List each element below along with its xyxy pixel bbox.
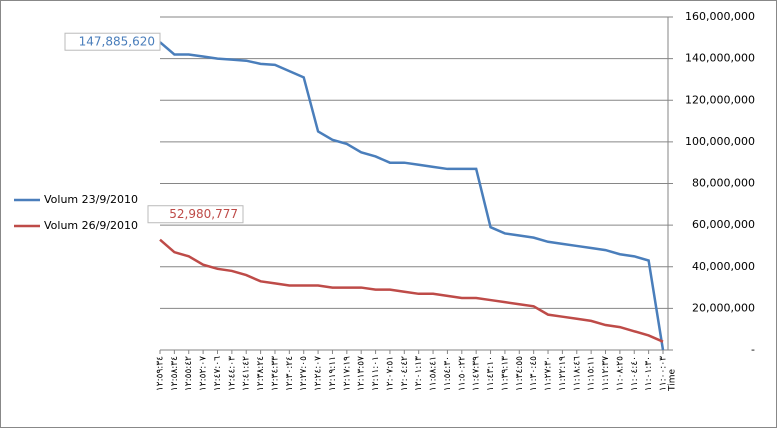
x-tick-label: ١١:١٢:٣٧: [601, 356, 611, 391]
x-tick-label: ١١:٥٤:٣٠: [443, 356, 453, 391]
series-line: [159, 41, 665, 351]
x-tick-label: ١٢:٤٤:٠٣: [227, 356, 237, 391]
x-tick-label: ١١:٠٠:٠٣: [659, 356, 669, 391]
x-tick-label: ١١:١٥:١١: [587, 356, 597, 391]
x-tick-label: ١٢:٢٤:٠٧: [314, 356, 324, 391]
legend-label: Volum 26/9/2010: [44, 219, 138, 232]
y-tick-label: 160,000,000: [685, 10, 755, 23]
x-tick-label: ١٢:١٩:١١: [328, 356, 338, 391]
x-tick-label: ١٢:٥٩:٣٤: [156, 356, 166, 391]
data-label: 147,885,620: [79, 35, 155, 49]
x-tick-label: ١٢:٤١:٤٢: [242, 356, 252, 391]
x-tick-label: ١٢:٥٥:٤٢: [184, 356, 194, 391]
series-line: [159, 238, 664, 343]
y-tick-label: 80,000,000: [692, 177, 755, 190]
x-tick-label: ١١:٥٠:٢٢: [457, 356, 467, 391]
x-tick-label: ١٢:١١:٠١: [371, 356, 381, 391]
x-tick-label: ١١:٢٧:٣٠: [544, 356, 554, 391]
x-tick-label: ١٢:٣٤:٣٣: [270, 356, 280, 391]
y-tick-label: 60,000,000: [692, 218, 755, 231]
x-tick-label: ١٢:٢٧:٠٥: [299, 356, 309, 391]
x-tick-label: ١١:٣٤:٥٥: [515, 356, 525, 391]
x-tick-label: ١٢:٥٨:٣٤: [170, 356, 180, 391]
y-tick-label: -: [751, 343, 755, 356]
y-tick-label: 100,000,000: [685, 135, 755, 148]
x-tick-label: ١٢:٤٧:٠٦: [213, 356, 223, 391]
data-label: 52,980,777: [169, 207, 238, 221]
x-tick-label: ١٢:٠٤:٤٢: [400, 356, 410, 391]
x-tick-label: ١١:٣٩:١٣: [500, 356, 510, 391]
y-tick-label: 40,000,000: [692, 260, 755, 273]
x-tick-label: ١١:٠٨:٢٥: [615, 356, 625, 391]
x-tick-label: ١٢:١٧:١٩: [342, 356, 352, 391]
x-tick-label: ١٢:١٣:٥٧: [357, 356, 367, 391]
y-tick-label: 20,000,000: [692, 301, 755, 314]
x-tick-label: ١٢:٠٧:٥١: [385, 356, 395, 391]
x-tick-label: ١١:١٨:٤٦: [572, 356, 582, 391]
y-tick-label: 120,000,000: [685, 93, 755, 106]
x-tick-label: ١١:٠١:٣٠: [644, 356, 654, 391]
x-axis-title: Time: [668, 369, 678, 392]
legend-label: Volum 23/9/2010: [44, 193, 138, 206]
x-tick-label: ١٢:٣٨:٢٤: [256, 356, 266, 391]
x-tick-label: ١١:٤٧:٣٩: [472, 356, 482, 391]
x-tick-label: ١١:٥٨:٤١: [429, 356, 439, 391]
y-tick-label: 140,000,000: [685, 52, 755, 65]
x-tick-label: ١٢:٠١:١٣: [414, 356, 424, 391]
data-label-box: [64, 32, 161, 51]
x-tick-label: ١١:٤٣:١٠: [486, 356, 496, 391]
x-tick-label: ١١:٠٤:٤٠: [630, 356, 640, 391]
x-tick-label: ١١:٣٠:٤٥: [529, 356, 539, 391]
x-tick-label: ١٢:٥٢:٠٧: [199, 356, 209, 391]
data-label-box: [147, 205, 244, 224]
x-tick-label: ١٢:٣٠:٢٤: [285, 356, 295, 391]
x-tick-label: ١١:٢٢:١٩: [558, 356, 568, 391]
